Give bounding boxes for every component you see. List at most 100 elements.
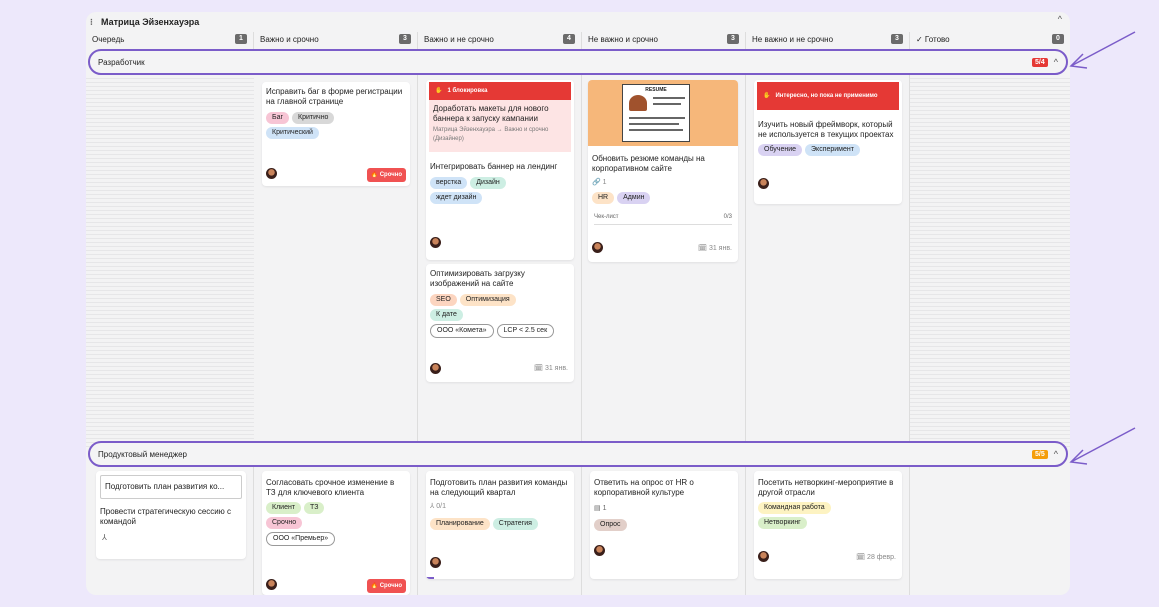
resume-line bbox=[653, 97, 685, 99]
links-count: 🔗 1 bbox=[592, 179, 607, 186]
chevron-up-icon[interactable]: ^ bbox=[1053, 449, 1058, 459]
board-header: ⁝ Матрица Эйзенхауэра bbox=[86, 12, 1070, 32]
task-card[interactable]: Посетить нетворкинг-мероприятие в другой… bbox=[754, 471, 902, 579]
comments-count: ▤ 1 bbox=[594, 505, 607, 512]
empty-cell-pattern bbox=[86, 75, 254, 447]
avatar[interactable] bbox=[594, 545, 605, 556]
task-card[interactable]: ✋ 1 блокировка Доработать макеты для ново… bbox=[426, 80, 574, 260]
urgent-badge: 🔥 Срочно bbox=[366, 168, 406, 182]
swimlane-developer[interactable]: Разработчик 5/4 ^ bbox=[88, 49, 1068, 75]
card-title: Согласовать срочное изменение в ТЗ для к… bbox=[266, 478, 395, 497]
column-header-queue[interactable]: Очередь 1 bbox=[86, 32, 254, 46]
avatar[interactable] bbox=[592, 242, 603, 253]
urgent-label: Срочно bbox=[379, 172, 402, 178]
subtasks-icon: ⅄ bbox=[102, 533, 107, 542]
comments-value: 1 bbox=[602, 505, 607, 512]
card-title: Исправить баг в форме регистрации на гла… bbox=[266, 87, 403, 106]
task-card[interactable]: ✋ Интересно, но пока не применимо Изучить… bbox=[754, 80, 902, 204]
date-label: 28 февр. bbox=[867, 554, 896, 561]
card-title: Посетить нетворкинг-мероприятие в другой… bbox=[758, 478, 894, 497]
task-card[interactable]: Ответить на опрос от HR о корпоративной … bbox=[590, 471, 738, 579]
date-label: 31 янв. bbox=[544, 365, 568, 372]
metric-chip: LCP < 2.5 сек bbox=[496, 324, 555, 338]
card-title-input[interactable]: Подготовить план развития ко... bbox=[100, 475, 242, 499]
avatar[interactable] bbox=[430, 557, 441, 568]
card-cover-image: RESUME bbox=[588, 80, 738, 146]
links-value: 1 bbox=[602, 179, 607, 186]
tag: Стратегия bbox=[492, 518, 538, 530]
checklist-value: 0/3 bbox=[723, 214, 732, 220]
avatar[interactable] bbox=[430, 363, 441, 374]
swimlane-product-manager[interactable]: Продуктовый менеджер 5/5 ^ bbox=[88, 441, 1068, 467]
tag: Командная работа bbox=[758, 502, 831, 514]
card-title: Изучить новый фреймворк, который не испо… bbox=[758, 120, 894, 139]
chevron-up-icon[interactable]: ^ bbox=[1057, 14, 1062, 24]
avatar[interactable] bbox=[266, 579, 277, 590]
avatar[interactable] bbox=[758, 178, 769, 189]
resume-line bbox=[629, 117, 685, 119]
column-header-important-urgent[interactable]: Важно и срочно 3 bbox=[254, 32, 418, 46]
column-label: Не важно и срочно bbox=[588, 34, 658, 44]
hand-icon: ✋ bbox=[435, 88, 443, 94]
task-card[interactable]: RESUME Обновить резюме команды на корпор… bbox=[588, 80, 738, 262]
tag: Опрос bbox=[594, 519, 627, 531]
blocking-card-path: Матрица Эйзенхауэра → Важно и срочно (Ди… bbox=[433, 127, 549, 142]
due-date: 🗓 31 янв. bbox=[534, 365, 568, 372]
tag: К дате bbox=[430, 309, 463, 321]
swimlane-label: Разработчик bbox=[98, 57, 145, 67]
tag: Нетворкинг bbox=[758, 517, 807, 529]
annotation-arrow bbox=[1069, 427, 1136, 465]
tag: ТЗ bbox=[304, 502, 325, 514]
column-divider bbox=[254, 46, 418, 595]
due-date: 🗓 28 февр. bbox=[856, 554, 896, 561]
column-count: 0 bbox=[1052, 34, 1064, 44]
column-label: Не важно и не срочно bbox=[752, 34, 834, 44]
blocking-card-preview[interactable]: Доработать макеты для нового баннера к з… bbox=[429, 100, 571, 152]
card-title: Обновить резюме команды на корпоративном… bbox=[592, 154, 705, 173]
tag: Оптимизация bbox=[459, 294, 516, 306]
resume-line bbox=[629, 123, 679, 125]
avatar[interactable] bbox=[266, 168, 277, 179]
checklist-progress[interactable]: Чек-лист 0/3 bbox=[588, 212, 738, 222]
task-card[interactable]: Согласовать срочное изменение в ТЗ для к… bbox=[262, 471, 410, 595]
drag-handle-icon[interactable]: ⁝ bbox=[90, 16, 93, 27]
column-header-not-important-urgent[interactable]: Не важно и срочно 3 bbox=[582, 32, 746, 46]
wip-limit-badge: 5/4 bbox=[1032, 57, 1048, 67]
task-card[interactable]: Оптимизировать загрузку изображений на с… bbox=[426, 264, 574, 382]
wip-limit-badge: 5/5 bbox=[1032, 449, 1048, 459]
tag: Админ bbox=[617, 192, 651, 204]
tag: Срочно bbox=[266, 517, 303, 529]
task-card[interactable]: Подготовить план развития команды на сле… bbox=[426, 471, 574, 579]
column-divider bbox=[582, 46, 746, 595]
chevron-up-icon[interactable]: ^ bbox=[1053, 57, 1058, 67]
avatar[interactable] bbox=[430, 237, 441, 248]
avatar[interactable] bbox=[758, 551, 769, 562]
board-title: Матрица Эйзенхауэра bbox=[101, 17, 200, 27]
column-header-not-important-not-urgent[interactable]: Не важно и не срочно 3 bbox=[746, 32, 910, 46]
tag: Критично bbox=[292, 112, 335, 124]
tag: HR bbox=[592, 192, 615, 204]
column-header-done[interactable]: ✓ Готово 0 bbox=[910, 32, 1070, 46]
subtasks-value: 0/1 bbox=[436, 503, 446, 510]
card-title: Подготовить план развития команды на сле… bbox=[430, 478, 568, 497]
column-count: 3 bbox=[727, 34, 739, 44]
column-divider bbox=[418, 46, 582, 595]
column-count: 3 bbox=[399, 34, 411, 44]
column-count: 4 bbox=[563, 34, 575, 44]
hand-icon: ✋ bbox=[763, 93, 771, 99]
task-card[interactable]: Подготовить план развития ко... Провести… bbox=[96, 471, 246, 559]
column-label: Очередь bbox=[92, 34, 125, 44]
date-label: 31 янв. bbox=[708, 245, 732, 252]
tag: Критический bbox=[266, 127, 319, 139]
card-title: Оптимизировать загрузку изображений на с… bbox=[430, 269, 525, 288]
column-label: ✓ Готово bbox=[916, 34, 950, 44]
task-card[interactable]: Исправить баг в форме регистрации на гла… bbox=[262, 82, 410, 186]
empty-cell-pattern bbox=[910, 75, 1070, 447]
tag: Эксперимент bbox=[805, 144, 860, 156]
tag: Клиент bbox=[266, 502, 302, 514]
progress-bar bbox=[426, 577, 434, 579]
tag: SEO bbox=[430, 294, 457, 306]
column-count: 3 bbox=[891, 34, 903, 44]
urgent-label: Срочно bbox=[379, 583, 402, 589]
column-header-important-not-urgent[interactable]: Важно и не срочно 4 bbox=[418, 32, 582, 46]
